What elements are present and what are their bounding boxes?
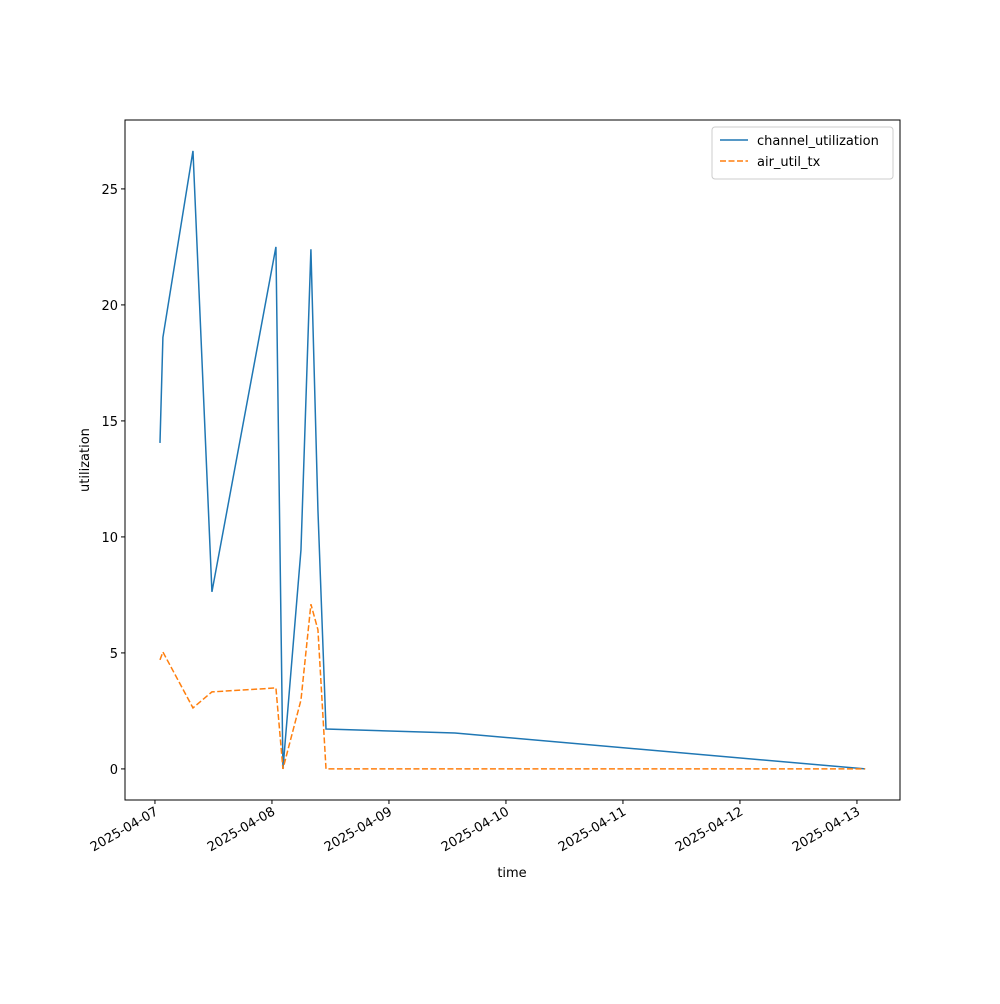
x-tick-label: 2025-04-11 (556, 804, 629, 855)
x-tick-label: 2025-04-08 (205, 804, 278, 855)
y-tick-label: 5 (110, 647, 118, 662)
x-tick-label: 2025-04-10 (439, 804, 512, 855)
line-series (159, 150, 866, 770)
x-tick-label: 2025-04-12 (673, 804, 746, 855)
x-tick-label: 2025-04-09 (322, 804, 395, 855)
x-axis-label: time (497, 866, 526, 881)
legend-label: channel_utilization (757, 134, 879, 149)
line-series (159, 603, 866, 770)
y-tick-label: 10 (101, 531, 118, 546)
y-tick-label: 0 (110, 763, 118, 778)
plot-frame (124, 119, 901, 801)
y-tick-label: 25 (101, 183, 118, 198)
y-tick-label: 15 (101, 415, 118, 430)
legend-label: air_util_tx (757, 155, 821, 170)
y-tick-label: 20 (101, 299, 118, 314)
legend-box (711, 126, 894, 180)
y-axis-label: utilization (78, 428, 93, 492)
x-tick-label: 2025-04-13 (790, 804, 863, 855)
x-tick-label: 2025-04-07 (88, 804, 161, 855)
